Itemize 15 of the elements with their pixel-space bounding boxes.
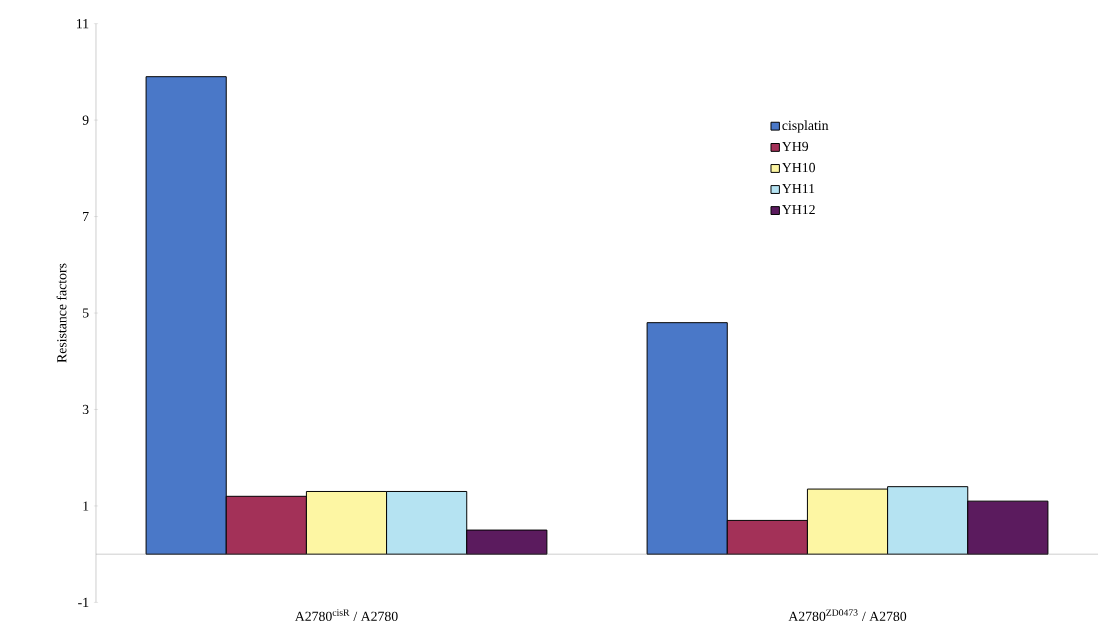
legend-label: YH10 — [782, 163, 816, 173]
y-tick-label: 11 — [77, 19, 89, 29]
legend-label: cisplatin — [782, 120, 829, 134]
y-tick-label: 7 — [83, 212, 89, 222]
y-tick-label: 3 — [82, 405, 89, 415]
y-tick-label: 5 — [83, 308, 89, 318]
legend-label: YH9 — [782, 142, 809, 152]
y-tick-label: 9 — [82, 115, 89, 125]
y-tick-label: 1 — [83, 501, 89, 511]
y-axis-title: Resistance factors — [56, 263, 67, 363]
x-tick-label: A2780$^{cisR}$ / A2780 — [294, 609, 398, 622]
x-tick-label: A2780$^{ZD0473}$ / A2780 — [788, 609, 907, 622]
legend-label: YH12 — [782, 205, 815, 215]
y-tick-label: -1 — [78, 598, 89, 608]
legend-label: YH11 — [782, 184, 815, 194]
